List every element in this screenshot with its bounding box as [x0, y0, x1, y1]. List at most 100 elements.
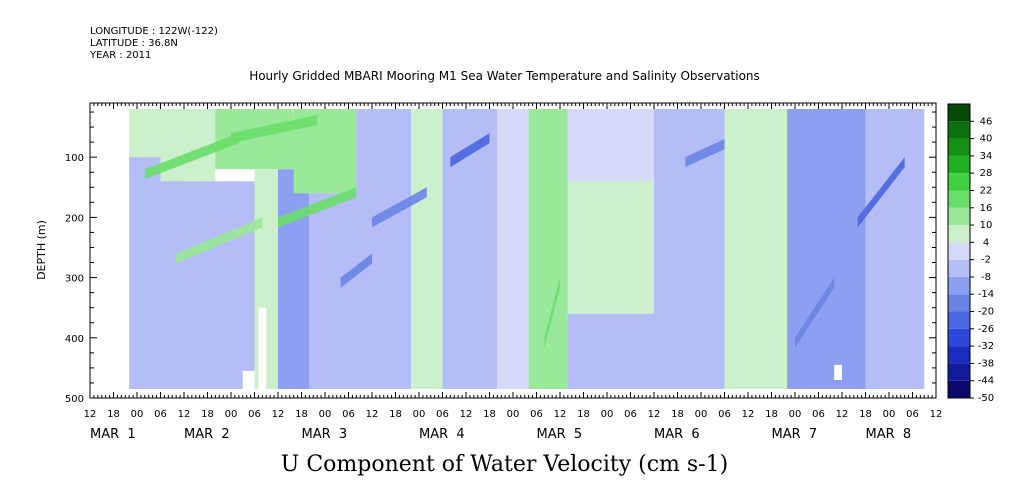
- colorbar-swatch: [948, 380, 970, 398]
- heatmap-streak: [278, 187, 357, 228]
- year-label: YEAR : 2011: [90, 50, 152, 61]
- heatmap-streak: [372, 187, 427, 228]
- chart-title: Hourly Gridded MBARI Mooring M1 Sea Wate…: [249, 69, 760, 83]
- x-tick-label: 00: [789, 409, 802, 420]
- heatmap-region: [309, 193, 365, 389]
- y-tick-label: 500: [65, 394, 84, 405]
- x-tick-label: 18: [389, 409, 402, 420]
- colorbar-label: -32: [978, 341, 994, 352]
- x-tick-label: 12: [272, 409, 285, 420]
- x-tick-label: 00: [883, 409, 896, 420]
- colorbar-label: -2: [981, 255, 991, 266]
- y-tick-label: 300: [65, 274, 84, 285]
- colorbar-label: 46: [980, 116, 993, 127]
- latitude-label: LATITUDE : 36.8N: [90, 38, 178, 49]
- x-tick-label: 18: [671, 409, 684, 420]
- x-tick-label: 12: [930, 409, 943, 420]
- heatmap-region: [356, 109, 412, 389]
- x-tick-label: 18: [765, 409, 778, 420]
- colorbar-label: -50: [978, 393, 994, 404]
- colorbar-swatch: [948, 207, 970, 226]
- x-tick-label: 18: [859, 409, 872, 420]
- colorbar-swatch: [948, 242, 970, 260]
- x-tick-label: 06: [342, 409, 355, 420]
- heatmap-streak: [450, 133, 490, 168]
- heatmap-streak: [795, 277, 835, 348]
- longitude-label: LONGITUDE : 122W(-122): [90, 26, 218, 37]
- x-tick-label: 00: [695, 409, 708, 420]
- colorbar-label: -20: [978, 307, 994, 318]
- colorbar-swatch: [948, 155, 970, 174]
- colorbar-swatch: [948, 259, 970, 277]
- colorbar-swatch: [948, 294, 970, 312]
- x-tick-label: 12: [836, 409, 849, 420]
- y-tick-label: 400: [65, 334, 84, 345]
- x-tick-label: 18: [577, 409, 590, 420]
- x-tick-label: 06: [812, 409, 825, 420]
- x-tick-label: 18: [483, 409, 496, 420]
- heatmap-streak: [544, 277, 560, 348]
- colorbar-label: 34: [980, 151, 993, 162]
- x-tick-label: 18: [107, 409, 120, 420]
- colorbar-label: 28: [980, 168, 993, 179]
- x-tick-label: 06: [154, 409, 167, 420]
- heatmap-region: [724, 109, 788, 389]
- colorbar-swatch: [948, 346, 970, 364]
- x-tick-label: 00: [601, 409, 614, 420]
- heatmap-region: [528, 109, 568, 389]
- colorbar-swatch: [948, 225, 970, 243]
- colorbar-swatch: [948, 104, 970, 122]
- x-tick-label: 18: [295, 409, 308, 420]
- heatmap-region: [567, 181, 654, 236]
- y-tick-label: 200: [65, 213, 84, 224]
- colorbar-label: 22: [980, 185, 993, 196]
- data-gap: [258, 307, 267, 389]
- x-day-label: MAR 3: [302, 427, 348, 442]
- heatmap-region: [184, 181, 255, 389]
- heatmap-region: [442, 109, 498, 389]
- x-day-label: MAR 6: [654, 427, 700, 442]
- data-gap: [242, 370, 255, 389]
- y-axis-label: DEPTH (m): [35, 220, 48, 280]
- axis-ticks: 12 18 00 06 12 18 00 06 12 18 00 06 12 18 00 06 12 18 00 06…: [65, 103, 942, 442]
- x-tick-label: 12: [460, 409, 473, 420]
- colorbar-swatch: [948, 121, 970, 139]
- heatmap-streak: [685, 139, 725, 168]
- colorbar-label: -14: [978, 289, 994, 300]
- heatmap-region: [129, 109, 161, 158]
- heatmap-region: [497, 109, 529, 389]
- x-day-label: MAR 7: [772, 427, 818, 442]
- colorbar-frame: [947, 103, 971, 399]
- x-tick-label: 00: [131, 409, 144, 420]
- x-tick-label: 12: [84, 409, 97, 420]
- data-gap: [834, 364, 842, 380]
- x-tick-label: 00: [413, 409, 426, 420]
- heatmap-region: [411, 109, 443, 389]
- heatmap-region: [567, 235, 654, 314]
- x-day-label: MAR 2: [184, 427, 230, 442]
- heatmap-region: [278, 169, 310, 389]
- x-day-label: MAR 8: [866, 427, 912, 442]
- x-tick-label: 06: [718, 409, 731, 420]
- heatmap-region: [129, 157, 184, 389]
- heatmap-region: [567, 109, 654, 182]
- x-tick-label: 06: [906, 409, 919, 420]
- colorbar-label: 10: [980, 220, 993, 231]
- x-tick-label: 12: [178, 409, 191, 420]
- heatmap-region: [787, 109, 866, 389]
- x-tick-label: 12: [648, 409, 661, 420]
- x-tick-label: 12: [742, 409, 755, 420]
- x-day-label: MAR 1: [90, 427, 136, 442]
- colorbar-label: 4: [983, 237, 989, 248]
- x-tick-label: 06: [624, 409, 637, 420]
- colorbar-swatch: [948, 173, 970, 191]
- y-tick-label: 100: [65, 153, 84, 164]
- colorbar-swatch: [948, 138, 970, 156]
- colorbar: 46 40 34 28 22 16 10 4 -2 -8 -14 -20 -26 -32 -38 -44 -50: [947, 103, 994, 404]
- x-tick-label: 18: [201, 409, 214, 420]
- variable-title: U Component of Water Velocity (cm s-1): [280, 452, 729, 477]
- heatmap-field: [129, 109, 925, 389]
- colorbar-label: -38: [978, 358, 994, 369]
- x-tick-label: 06: [248, 409, 261, 420]
